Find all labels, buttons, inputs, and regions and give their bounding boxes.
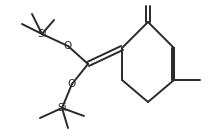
Text: O: O — [68, 79, 76, 89]
Text: O: O — [64, 41, 72, 51]
Text: Si: Si — [57, 103, 67, 113]
Text: Si: Si — [37, 29, 47, 39]
